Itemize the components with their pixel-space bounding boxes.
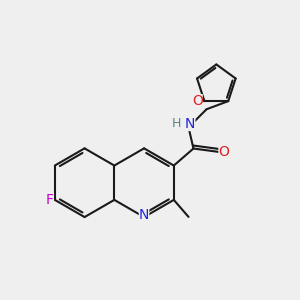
Text: F: F xyxy=(46,193,54,207)
Text: O: O xyxy=(218,145,229,159)
Text: N: N xyxy=(185,117,195,131)
Text: N: N xyxy=(139,208,149,222)
Text: H: H xyxy=(171,118,181,130)
Text: O: O xyxy=(192,94,203,108)
